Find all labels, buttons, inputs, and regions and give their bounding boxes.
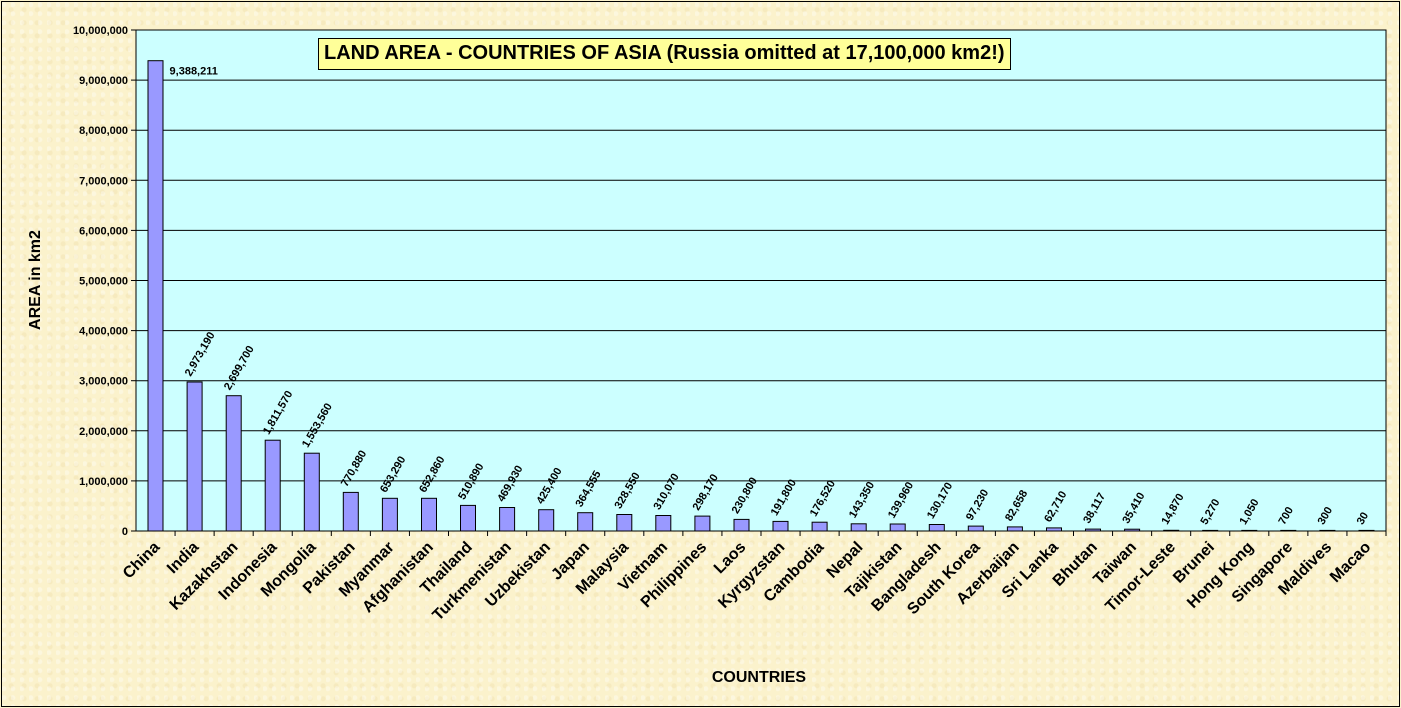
bar-myanmar (381, 497, 398, 532)
x-category-label: China (120, 539, 164, 583)
y-tick-label: 7,000,000 (79, 175, 128, 187)
bar-bhutan (1085, 528, 1101, 532)
y-tick-label: 10,000,000 (73, 25, 128, 37)
bar-macao (1358, 529, 1375, 532)
y-tick-label: 4,000,000 (79, 326, 128, 338)
bar-pakistan (342, 491, 359, 532)
x-category-label: Macao (1327, 539, 1374, 586)
y-tick-label: 9,000,000 (79, 75, 128, 87)
gridlines (136, 79, 1386, 482)
y-tick-label: 6,000,000 (79, 225, 128, 237)
bars (147, 60, 1375, 532)
y-axis-ticks: 0 1,000,000 2,000,000 3,000,000 4,000,000 5,0… (73, 25, 136, 538)
y-tick-label: 5,000,000 (79, 276, 128, 288)
bar-south-korea (967, 525, 984, 532)
bar-vietnam (655, 515, 672, 532)
bar-turkmenistan (499, 507, 516, 532)
y-tick-label: 1,000,000 (79, 476, 128, 488)
bar-uzbekistan (538, 509, 555, 532)
bar-tajikistan (889, 523, 906, 532)
bar-kazakhstan (225, 395, 242, 532)
bar-taiwan (1124, 528, 1141, 532)
bar-japan (577, 512, 594, 532)
bar-nepal (850, 523, 867, 532)
bar-philippines (694, 515, 711, 532)
bar-bangladesh (928, 524, 945, 532)
data-label: 9,388,211 (170, 66, 218, 78)
bar-singapore (1280, 529, 1297, 532)
y-tick-label: 0 (122, 526, 128, 538)
x-axis-title: COUNTRIES (712, 669, 807, 686)
bar-azerbaijan (1006, 526, 1023, 532)
bar-china (147, 60, 164, 532)
x-category-label: Timor-Leste (1102, 539, 1179, 616)
bar-india (186, 381, 203, 532)
y-tick-label: 8,000,000 (79, 125, 128, 137)
bar-mongolia (303, 452, 320, 532)
data-label: 30 (1355, 510, 1372, 527)
y-axis-title: AREA in km2 (27, 230, 44, 330)
chart-title: LAND AREA - COUNTRIES OF ASIA (Russia om… (318, 38, 1011, 70)
bar-malaysia (616, 514, 633, 532)
bar-maldives (1319, 529, 1336, 532)
bar-timor-leste (1163, 529, 1180, 532)
bar-brunei (1202, 529, 1219, 532)
bar-thailand (460, 504, 476, 532)
bar-kyrgyzstan (772, 520, 789, 532)
x-axis-categories: China IndiaKazakhstanIndonesiaMongoliaPak… (120, 531, 1387, 624)
bar-afghanistan (421, 497, 437, 532)
y-tick-label: 2,000,000 (79, 426, 128, 438)
bar-sri-lanka (1046, 527, 1062, 532)
bar-indonesia (264, 439, 281, 532)
bar-cambodia (811, 521, 828, 532)
y-tick-label: 3,000,000 (79, 376, 128, 388)
x-category-label: Bhutan (1050, 539, 1101, 590)
bar-hong-kong (1241, 529, 1258, 532)
bar-laos (733, 518, 750, 532)
